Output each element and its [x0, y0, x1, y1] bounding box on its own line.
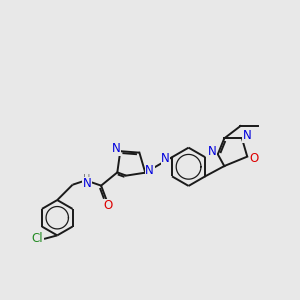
Text: N: N	[145, 164, 154, 177]
Text: N: N	[161, 152, 170, 165]
Text: N: N	[208, 145, 217, 158]
Text: O: O	[103, 199, 112, 212]
Text: O: O	[249, 152, 258, 165]
Text: Cl: Cl	[32, 232, 43, 245]
Text: N: N	[82, 177, 91, 190]
Text: N: N	[112, 142, 120, 155]
Text: N: N	[243, 129, 252, 142]
Text: H: H	[83, 174, 91, 184]
